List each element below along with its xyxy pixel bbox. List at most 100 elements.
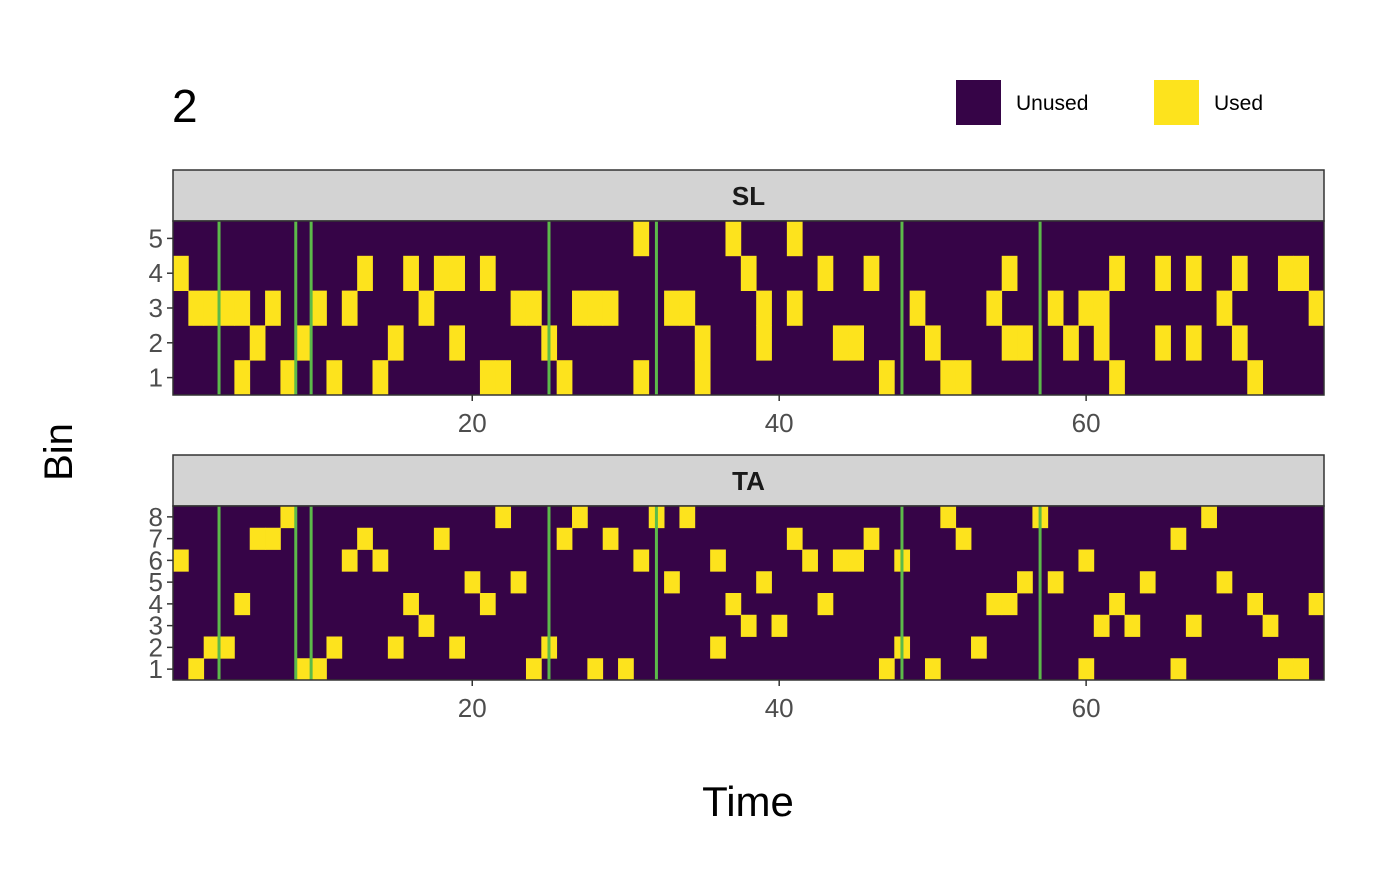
- heatmap-cell: [802, 549, 818, 572]
- heatmap-cell: [664, 571, 680, 594]
- heatmap-cell: [633, 549, 650, 572]
- facet-strip-label-sl: SL: [732, 181, 765, 211]
- heatmap-cell: [955, 527, 972, 550]
- heatmap-cell: [1308, 593, 1325, 616]
- heatmap-cell: [679, 290, 696, 326]
- y-axis-sl: 1 2 3 4 5: [149, 223, 173, 393]
- heatmap-cell: [1063, 325, 1079, 361]
- heatmap-cell: [1139, 571, 1156, 594]
- heatmap-background-sl: [173, 221, 1324, 395]
- heatmap-cell: [756, 290, 772, 326]
- heatmap-cell: [311, 290, 327, 326]
- heatmap-cell: [863, 255, 880, 291]
- heatmap-cell: [1277, 658, 1294, 681]
- heatmap-cell: [1078, 549, 1095, 572]
- y-tick-label: 3: [149, 611, 163, 641]
- y-tick-label: 7: [149, 524, 163, 554]
- heatmap-cell: [756, 571, 772, 594]
- heatmap-cell: [1170, 658, 1187, 681]
- heatmap-cell: [1216, 571, 1233, 594]
- heatmap-cells-sl: [173, 221, 1325, 396]
- heatmap-cell: [1155, 255, 1171, 291]
- heatmap-cell: [725, 221, 742, 257]
- heatmap-cell: [694, 360, 711, 396]
- y-tick-label: 5: [149, 567, 163, 597]
- y-tick-label: 1: [149, 654, 163, 684]
- heatmap-cell: [249, 527, 266, 550]
- heatmap-cell: [219, 636, 235, 659]
- heatmap-cell: [1017, 571, 1033, 594]
- y-tick-label: 2: [149, 632, 163, 662]
- y-tick-label: 3: [149, 293, 163, 323]
- heatmap-cell: [572, 290, 588, 326]
- heatmap-cell: [1078, 290, 1095, 326]
- heatmap-cell: [1017, 325, 1033, 361]
- heatmap-cell: [986, 593, 1003, 616]
- heatmap-cell: [572, 506, 588, 529]
- heatmap-cell: [234, 290, 251, 326]
- heatmap-cell: [971, 636, 987, 659]
- heatmap-cell: [326, 360, 343, 396]
- heatmap-cell: [311, 658, 327, 681]
- x-axis-title: Time: [702, 778, 794, 825]
- heatmap-cell: [1185, 325, 1202, 361]
- heatmap-cell: [786, 527, 803, 550]
- heatmap-cell: [495, 506, 512, 529]
- heatmap-cell: [188, 658, 205, 681]
- heatmap-cell: [786, 221, 803, 257]
- heatmap-cell: [1216, 290, 1233, 326]
- facet-strip-ta: [172, 454, 1325, 507]
- heatmap-cell: [863, 527, 880, 550]
- event-lines-sl: [217, 221, 1042, 395]
- y-tick-label: 4: [149, 258, 163, 288]
- heatmap-cell: [1247, 360, 1264, 396]
- heatmap-cell: [1109, 593, 1125, 616]
- y-tick-label: 1: [149, 363, 163, 393]
- heatmap-cell: [1231, 325, 1248, 361]
- x-axis-sl: 20 40 60: [458, 395, 1101, 438]
- heatmap-cell: [372, 549, 389, 572]
- x-axis-ta: 20 40 60: [458, 680, 1101, 723]
- y-axis-title: Bin: [37, 423, 81, 481]
- heatmap-cell: [740, 614, 757, 637]
- heatmap-cell: [1001, 593, 1018, 616]
- heatmap-cell: [249, 325, 266, 361]
- heatmap-cell: [464, 571, 481, 594]
- heatmap-cell: [618, 658, 634, 681]
- heatmap-cell: [602, 290, 619, 326]
- heatmap-cell: [188, 290, 205, 326]
- heatmap-cell: [203, 636, 220, 659]
- heatmap-cell: [1124, 614, 1141, 637]
- heatmap-cell: [771, 614, 788, 637]
- event-lines-ta: [217, 506, 1042, 680]
- x-tick-label: 40: [765, 408, 794, 438]
- heatmap-cell: [1078, 658, 1095, 681]
- heatmap-cell: [1185, 255, 1202, 291]
- heatmap-cell: [587, 658, 604, 681]
- legend: Unused Used: [956, 80, 1263, 125]
- heatmap-cell: [418, 614, 435, 637]
- heatmap-cell: [878, 360, 895, 396]
- heatmap-cell: [341, 549, 358, 572]
- heatmap-cell: [817, 255, 834, 291]
- heatmap-cell: [556, 527, 573, 550]
- heatmap-cell: [602, 527, 619, 550]
- heatmap-cell: [403, 255, 419, 291]
- x-tick-label: 60: [1072, 408, 1101, 438]
- heatmap-cell: [510, 290, 527, 326]
- y-tick-label: 6: [149, 545, 163, 575]
- heatmap-cell: [403, 593, 419, 616]
- heatmap-cell: [1001, 325, 1018, 361]
- heatmap-cell: [986, 290, 1003, 326]
- heatmap-cell: [433, 527, 450, 550]
- heatmap-cell: [756, 325, 772, 361]
- heatmap-cell: [725, 593, 742, 616]
- heatmap-cell: [495, 360, 512, 396]
- heatmap-cell: [525, 658, 542, 681]
- heatmap-cell: [479, 360, 496, 396]
- legend-swatch-used: [1154, 80, 1199, 125]
